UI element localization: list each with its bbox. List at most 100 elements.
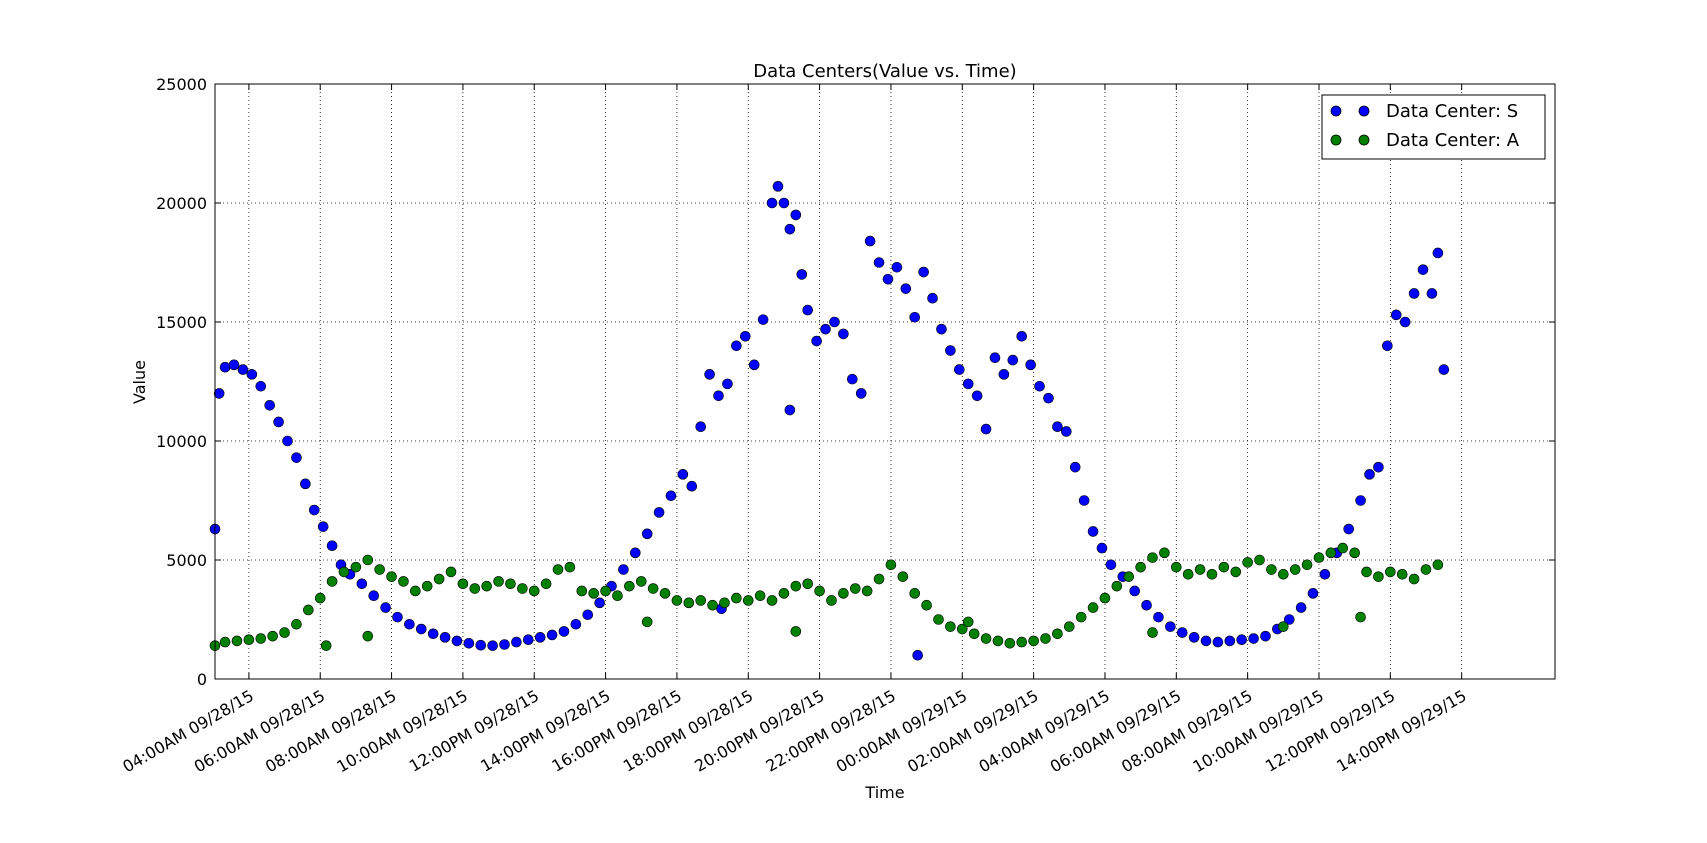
data-point xyxy=(933,614,944,625)
data-point xyxy=(1420,564,1432,575)
data-point xyxy=(1176,627,1188,638)
data-point xyxy=(475,639,487,651)
data-point xyxy=(570,618,582,630)
data-point xyxy=(1289,564,1301,575)
data-point xyxy=(665,490,677,502)
data-point xyxy=(1325,547,1337,559)
data-point xyxy=(1212,636,1224,648)
data-point xyxy=(362,630,374,642)
data-point xyxy=(1016,636,1028,648)
data-point xyxy=(1063,621,1075,632)
data-point xyxy=(838,588,849,599)
data-point xyxy=(552,564,564,575)
legend-box xyxy=(1321,94,1546,160)
data-point xyxy=(829,316,840,328)
legend-marker-a xyxy=(1358,134,1370,146)
data-point xyxy=(1040,633,1051,644)
data-point xyxy=(1078,495,1090,506)
data-point xyxy=(945,345,956,356)
series-1 xyxy=(209,542,1444,651)
data-point xyxy=(838,328,849,340)
data-point xyxy=(273,416,284,428)
data-point xyxy=(1373,571,1384,582)
y-tick-label: 15000 xyxy=(156,313,207,332)
data-point xyxy=(618,564,629,575)
data-point xyxy=(534,632,546,643)
data-point xyxy=(439,632,451,643)
data-point xyxy=(1260,630,1271,642)
data-point xyxy=(594,597,605,609)
data-point xyxy=(704,369,715,380)
data-point xyxy=(962,616,974,628)
data-point xyxy=(1224,635,1236,647)
data-point xyxy=(980,423,992,435)
data-point xyxy=(1182,568,1194,580)
data-point xyxy=(1206,568,1218,580)
data-point xyxy=(695,421,707,433)
data-point xyxy=(647,583,659,594)
data-point xyxy=(757,314,769,325)
data-point xyxy=(1052,628,1063,640)
data-point xyxy=(264,399,275,411)
data-point xyxy=(1043,392,1054,404)
data-point xyxy=(707,599,718,611)
data-point xyxy=(308,504,320,516)
data-point xyxy=(784,404,796,416)
data-point xyxy=(374,564,385,575)
data-point xyxy=(739,330,751,342)
data-point xyxy=(320,640,332,651)
data-point xyxy=(731,592,742,604)
data-point xyxy=(962,378,974,390)
chart-title: Data Centers(Value vs. Time) xyxy=(753,61,1016,82)
data-point xyxy=(909,311,921,323)
data-point xyxy=(469,583,481,594)
data-point xyxy=(350,561,362,573)
y-axis-label: Value xyxy=(130,360,149,404)
data-point xyxy=(362,554,374,566)
data-point xyxy=(457,578,469,590)
data-point xyxy=(558,626,570,637)
data-point xyxy=(386,571,397,582)
data-point xyxy=(1052,421,1063,433)
data-point xyxy=(1307,588,1319,599)
legend: Data Center: S Data Center: A xyxy=(1321,94,1546,160)
data-point xyxy=(1236,634,1247,646)
data-point xyxy=(1248,633,1259,644)
data-point xyxy=(1200,635,1212,647)
data-point xyxy=(213,388,225,399)
y-tick-label: 0 xyxy=(197,670,207,689)
plot-frame xyxy=(214,83,1556,680)
data-point xyxy=(451,635,463,647)
points-layer xyxy=(209,181,1450,661)
data-point xyxy=(380,602,391,613)
data-point xyxy=(1355,611,1366,623)
data-point xyxy=(291,618,302,630)
legend-label-a: Data Center: A xyxy=(1386,130,1520,151)
data-point xyxy=(1069,461,1081,473)
legend-marker-s xyxy=(1358,105,1370,117)
data-point xyxy=(1313,552,1325,563)
data-point xyxy=(1390,309,1402,321)
data-point xyxy=(1364,469,1375,480)
data-point xyxy=(1382,340,1393,352)
data-point xyxy=(873,257,885,268)
data-point xyxy=(814,585,825,597)
data-point xyxy=(282,435,293,447)
y-tick-label: 20000 xyxy=(156,194,207,213)
x-axis-label: Time xyxy=(864,783,904,802)
data-point xyxy=(1426,288,1438,299)
data-point xyxy=(653,507,665,518)
data-point xyxy=(582,609,594,621)
data-point xyxy=(742,595,754,606)
data-point xyxy=(1417,264,1429,275)
data-point xyxy=(576,585,588,597)
data-point xyxy=(338,566,350,578)
data-point xyxy=(1343,523,1355,535)
data-point xyxy=(1105,559,1117,571)
data-point xyxy=(499,639,510,650)
data-point xyxy=(291,452,302,463)
data-point xyxy=(427,628,439,640)
data-point xyxy=(1385,566,1396,578)
data-point xyxy=(1061,426,1072,437)
